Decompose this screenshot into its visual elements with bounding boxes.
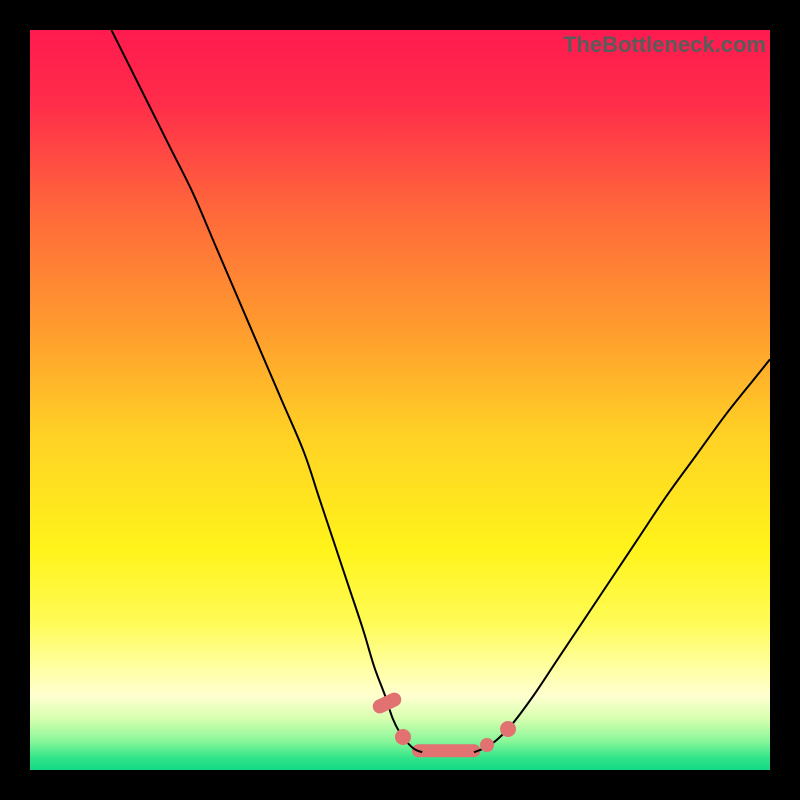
curve-layer: [30, 30, 770, 770]
left-curve: [111, 30, 422, 752]
plot-area: TheBottleneck.com: [30, 30, 770, 770]
highlight-marker: [395, 729, 411, 745]
right-curve: [474, 359, 770, 752]
watermark-text: TheBottleneck.com: [563, 32, 766, 58]
highlight-marker: [500, 721, 516, 737]
chart-container: TheBottleneck.com: [0, 0, 800, 800]
highlight-marker: [480, 738, 494, 752]
